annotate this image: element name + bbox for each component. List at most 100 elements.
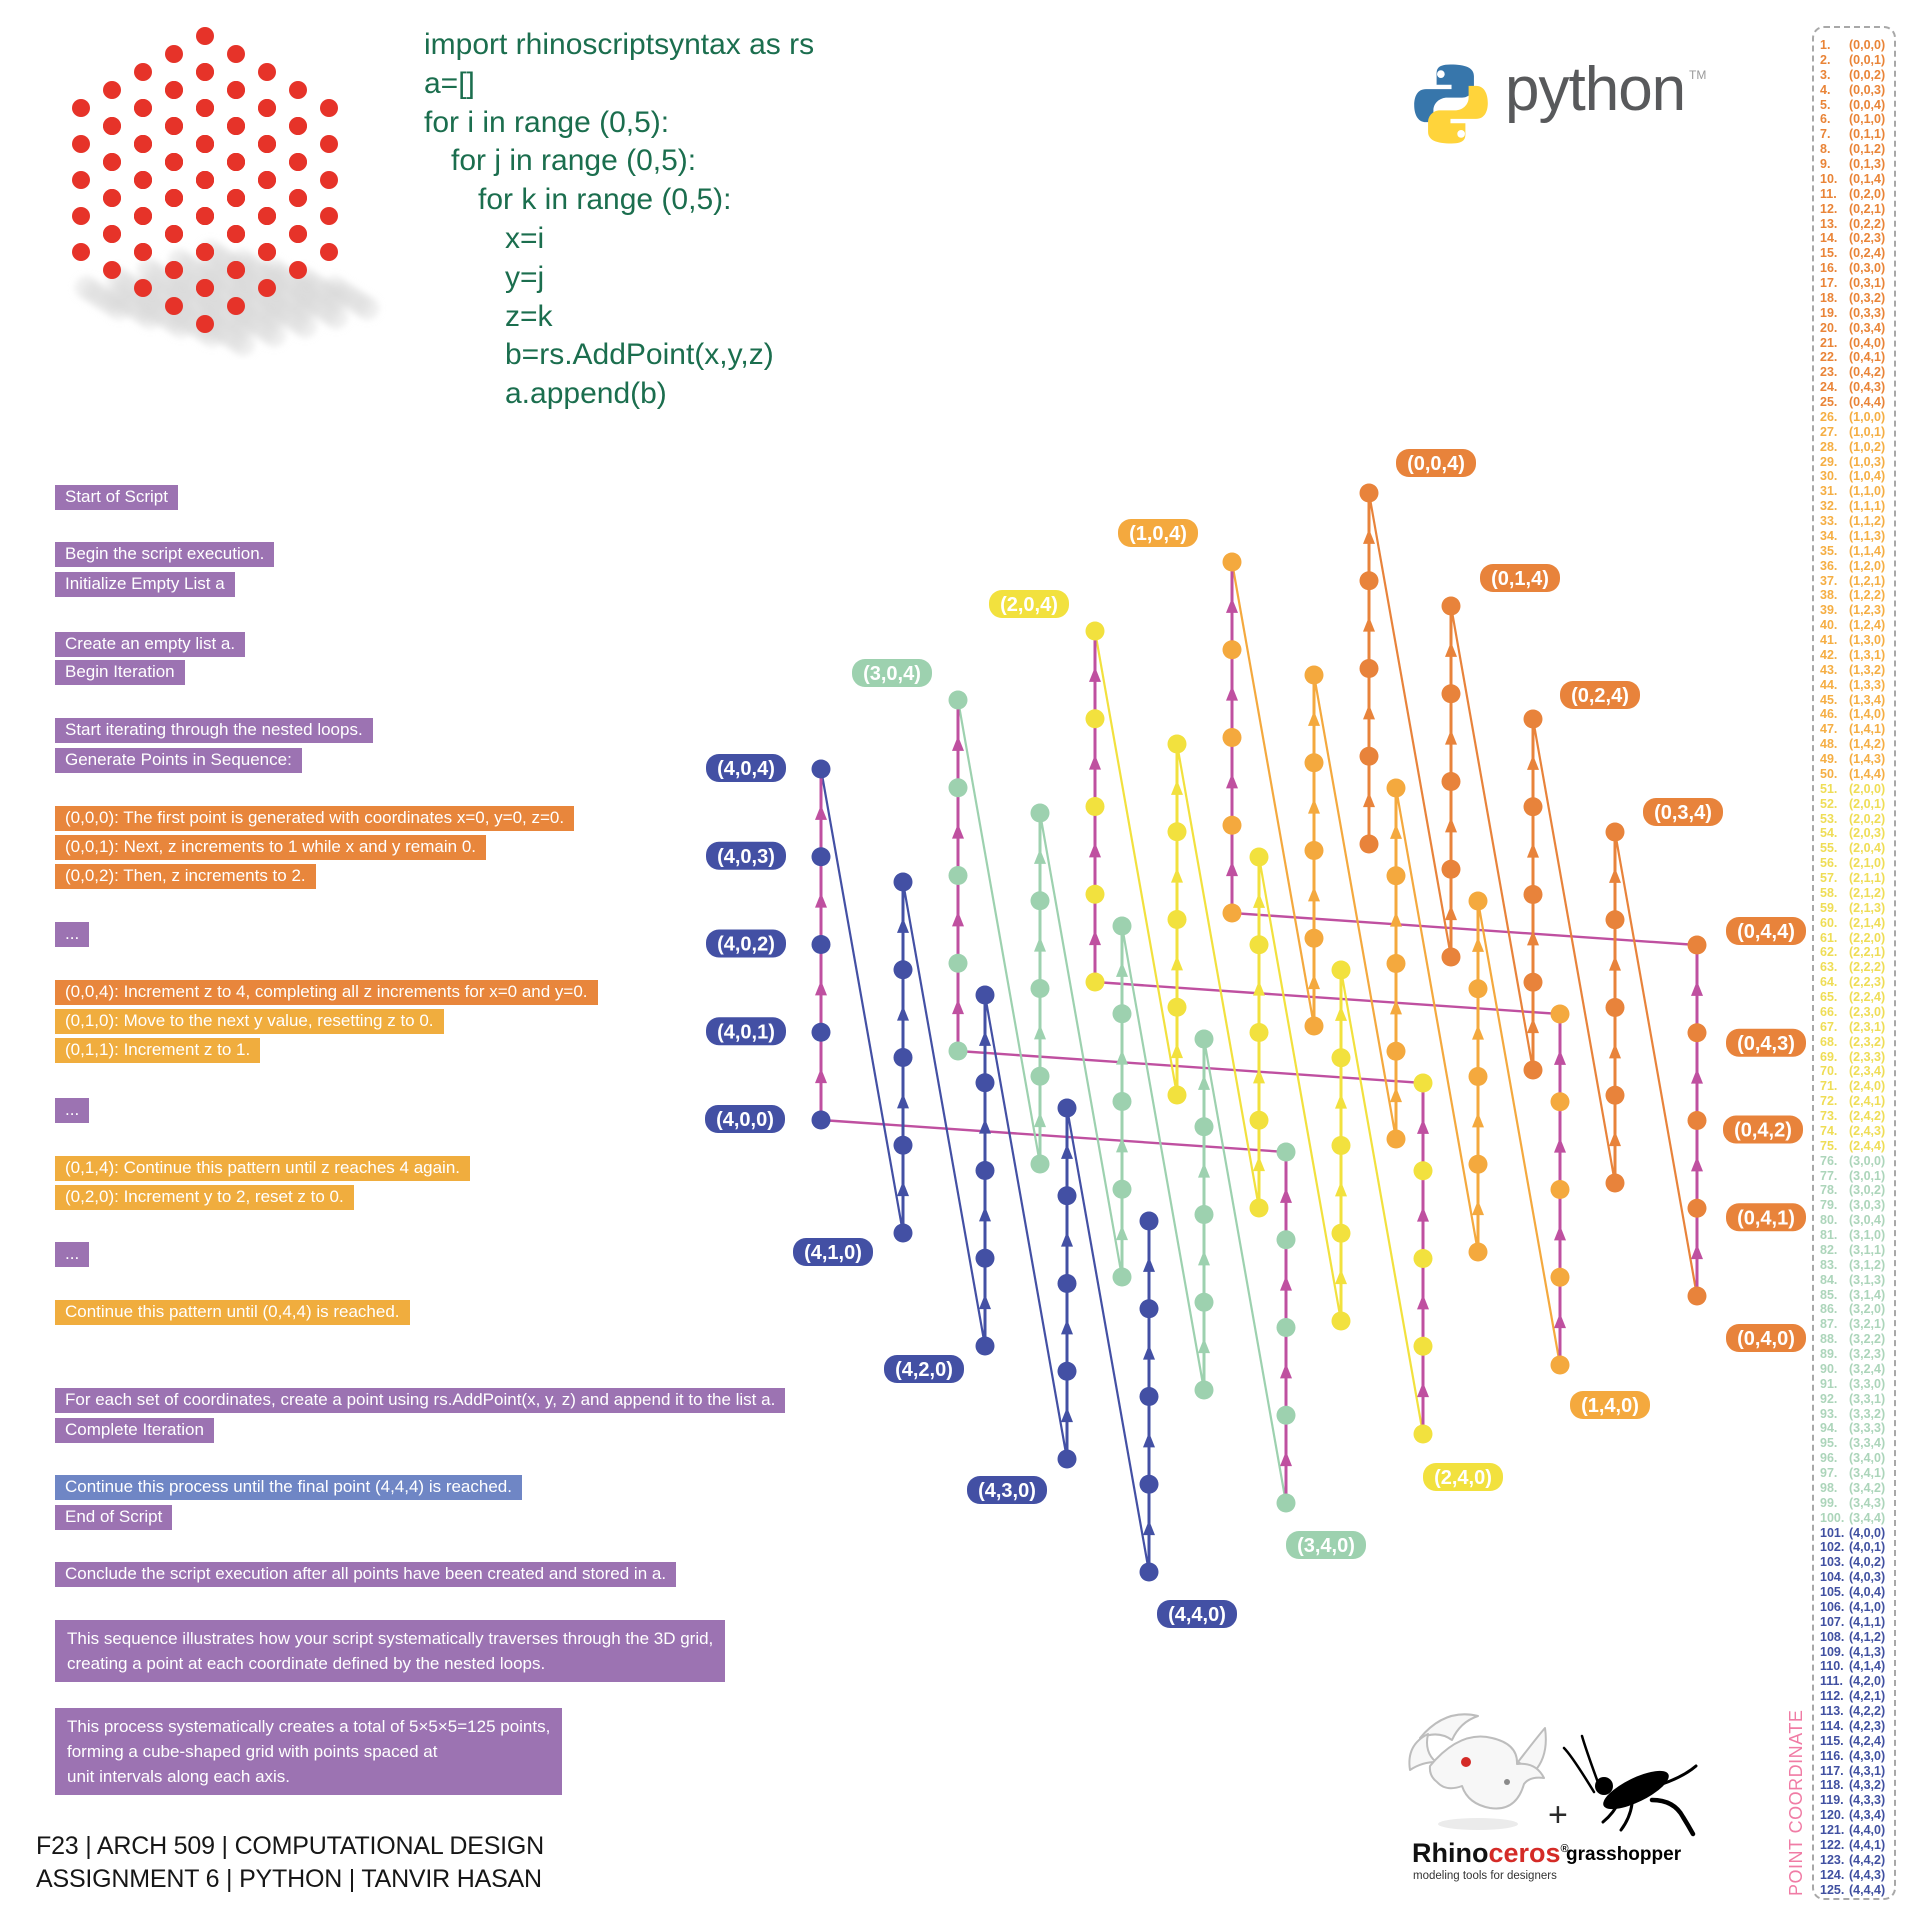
grid-dot <box>1331 1048 1351 1068</box>
up-arrow-icon <box>897 1005 909 1021</box>
coordinate-row: 118. (4,3,2) <box>1820 1778 1894 1793</box>
coordinate-row: 18. (0,3,2) <box>1820 291 1894 306</box>
coordinate-index: 52. <box>1820 796 1838 811</box>
code-line: a=[] <box>424 66 475 100</box>
red-dot <box>320 207 338 225</box>
step-box: Generate Points in Sequence: <box>55 748 302 773</box>
up-arrow-icon <box>1363 616 1375 632</box>
up-arrow-icon <box>1089 754 1101 770</box>
coordinate-index: 22. <box>1820 350 1838 365</box>
grid-dot <box>1413 1249 1433 1268</box>
coordinate-index: 59. <box>1820 900 1838 915</box>
rhinoceros-icon <box>1408 1713 1547 1830</box>
up-arrow-icon <box>897 1093 909 1109</box>
step-box: (0,0,0): The first point is generated wi… <box>55 806 575 831</box>
coordinate-value: (0,0,4) <box>1849 97 1886 112</box>
coordinate-value: (2,2,3) <box>1849 975 1886 990</box>
up-arrow-icon <box>1335 1181 1347 1197</box>
coordinate-value: (4,1,4) <box>1849 1659 1886 1674</box>
coordinate-row: 50. (1,4,4) <box>1820 767 1894 782</box>
coordinate-row: 97. (3,4,1) <box>1820 1466 1894 1481</box>
coordinate-value: (3,0,3) <box>1849 1198 1886 1213</box>
coordinate-value: (3,4,1) <box>1849 1466 1886 1480</box>
grid-dot <box>1331 1136 1351 1155</box>
coordinate-row: 8. (0,1,2) <box>1820 142 1894 157</box>
coordinate-row: 41. (1,3,0) <box>1820 633 1894 648</box>
coordinate-value: (1,2,4) <box>1849 618 1886 633</box>
seq-label-pill <box>1480 564 1560 592</box>
up-arrow-icon <box>1253 892 1265 908</box>
coordinate-index: 84. <box>1820 1272 1838 1287</box>
course-info: F23 | ARCH 509 | COMPUTATIONAL DESIGN AS… <box>36 1830 544 1896</box>
coordinate-index: 75. <box>1820 1138 1838 1153</box>
coordinate-index: 43. <box>1820 662 1838 677</box>
coordinate-value: (1,4,1) <box>1849 722 1886 737</box>
coordinate-value: (1,1,0) <box>1849 484 1886 499</box>
up-arrow-icon <box>1554 1225 1566 1241</box>
coordinate-row: 27. (1,0,1) <box>1820 425 1894 440</box>
coordinate-value: (4,2,0) <box>1849 1674 1886 1689</box>
column-jump-lines <box>819 492 1699 1573</box>
code-line: a.append(b) <box>505 377 667 411</box>
grid-dot <box>1304 753 1324 773</box>
coordinate-row: 83. (3,1,2) <box>1820 1258 1894 1273</box>
grid-dot <box>1249 1023 1269 1042</box>
up-arrow-icon <box>1609 1131 1621 1147</box>
grid-dot <box>1359 746 1379 766</box>
coordinate-value: (4,3,0) <box>1849 1748 1886 1763</box>
grid-dot <box>1441 947 1461 967</box>
coordinate-index: 81. <box>1820 1228 1838 1242</box>
seq-label: (4,0,0) <box>705 1105 785 1133</box>
grid-dot <box>1167 910 1187 929</box>
coordinate-row: 84. (3,1,3) <box>1820 1273 1894 1288</box>
red-dot <box>72 207 90 225</box>
up-arrow-icon <box>1143 1256 1155 1272</box>
up-arrow-icon <box>1226 685 1238 701</box>
rhinoceros-wordmark: Rhinoceros® <box>1412 1838 1569 1869</box>
grid-dot <box>893 1135 913 1155</box>
coordinate-index: 98. <box>1820 1480 1838 1495</box>
grid-dot <box>1687 935 1707 955</box>
red-dot <box>196 171 214 189</box>
coordinate-row: 2. (0,0,1) <box>1820 53 1894 68</box>
coordinate-row: 105. (4,0,4) <box>1820 1585 1894 1600</box>
coordinate-value: (0,2,1) <box>1849 201 1886 216</box>
up-arrow-icon <box>897 917 909 933</box>
coordinate-index: 92. <box>1820 1391 1838 1406</box>
rhino-head <box>1428 1735 1545 1810</box>
coordinate-index: 54. <box>1820 826 1838 841</box>
grid-dot <box>1167 822 1187 842</box>
coordinate-index: 103. <box>1820 1555 1845 1570</box>
coordinate-row: 92. (3,3,1) <box>1820 1392 1894 1407</box>
up-arrow-icon <box>1554 1049 1566 1065</box>
red-dot <box>320 99 338 117</box>
coordinate-value: (4,0,4) <box>1849 1585 1886 1599</box>
up-arrow-icon <box>1280 1451 1292 1467</box>
seq-label-text: (0,3,4) <box>1654 802 1712 824</box>
red-dot <box>134 63 152 81</box>
coordinate-index: 6. <box>1820 112 1831 127</box>
coordinate-index: 95. <box>1820 1436 1838 1451</box>
grid-dot <box>1030 803 1050 823</box>
grid-dot <box>1359 571 1379 591</box>
grid-dot <box>1222 640 1242 660</box>
coordinate-value: (0,1,2) <box>1849 142 1886 157</box>
up-arrow-icon <box>1089 842 1101 858</box>
coordinate-row: 17. (0,3,1) <box>1820 276 1894 291</box>
seq-label: (1,0,4) <box>1118 519 1198 547</box>
seq-label-text: (0,1,4) <box>1491 568 1549 590</box>
coordinate-index: 36. <box>1820 558 1838 573</box>
coordinate-index: 25. <box>1820 395 1838 409</box>
seq-label-text: (4,0,4) <box>717 758 775 780</box>
code-line: for j in range (0,5): <box>451 144 697 178</box>
coordinate-index: 14. <box>1820 231 1838 246</box>
up-arrow-icon <box>1308 886 1320 902</box>
seq-label: (4,4,0) <box>1157 1600 1237 1628</box>
coordinate-index: 7. <box>1820 127 1831 142</box>
coordinate-index: 86. <box>1820 1302 1838 1317</box>
coordinate-index: 67. <box>1820 1019 1838 1034</box>
coordinate-index: 70. <box>1820 1064 1838 1079</box>
coordinate-index: 62. <box>1820 945 1838 960</box>
up-arrow-icon <box>1226 597 1238 613</box>
